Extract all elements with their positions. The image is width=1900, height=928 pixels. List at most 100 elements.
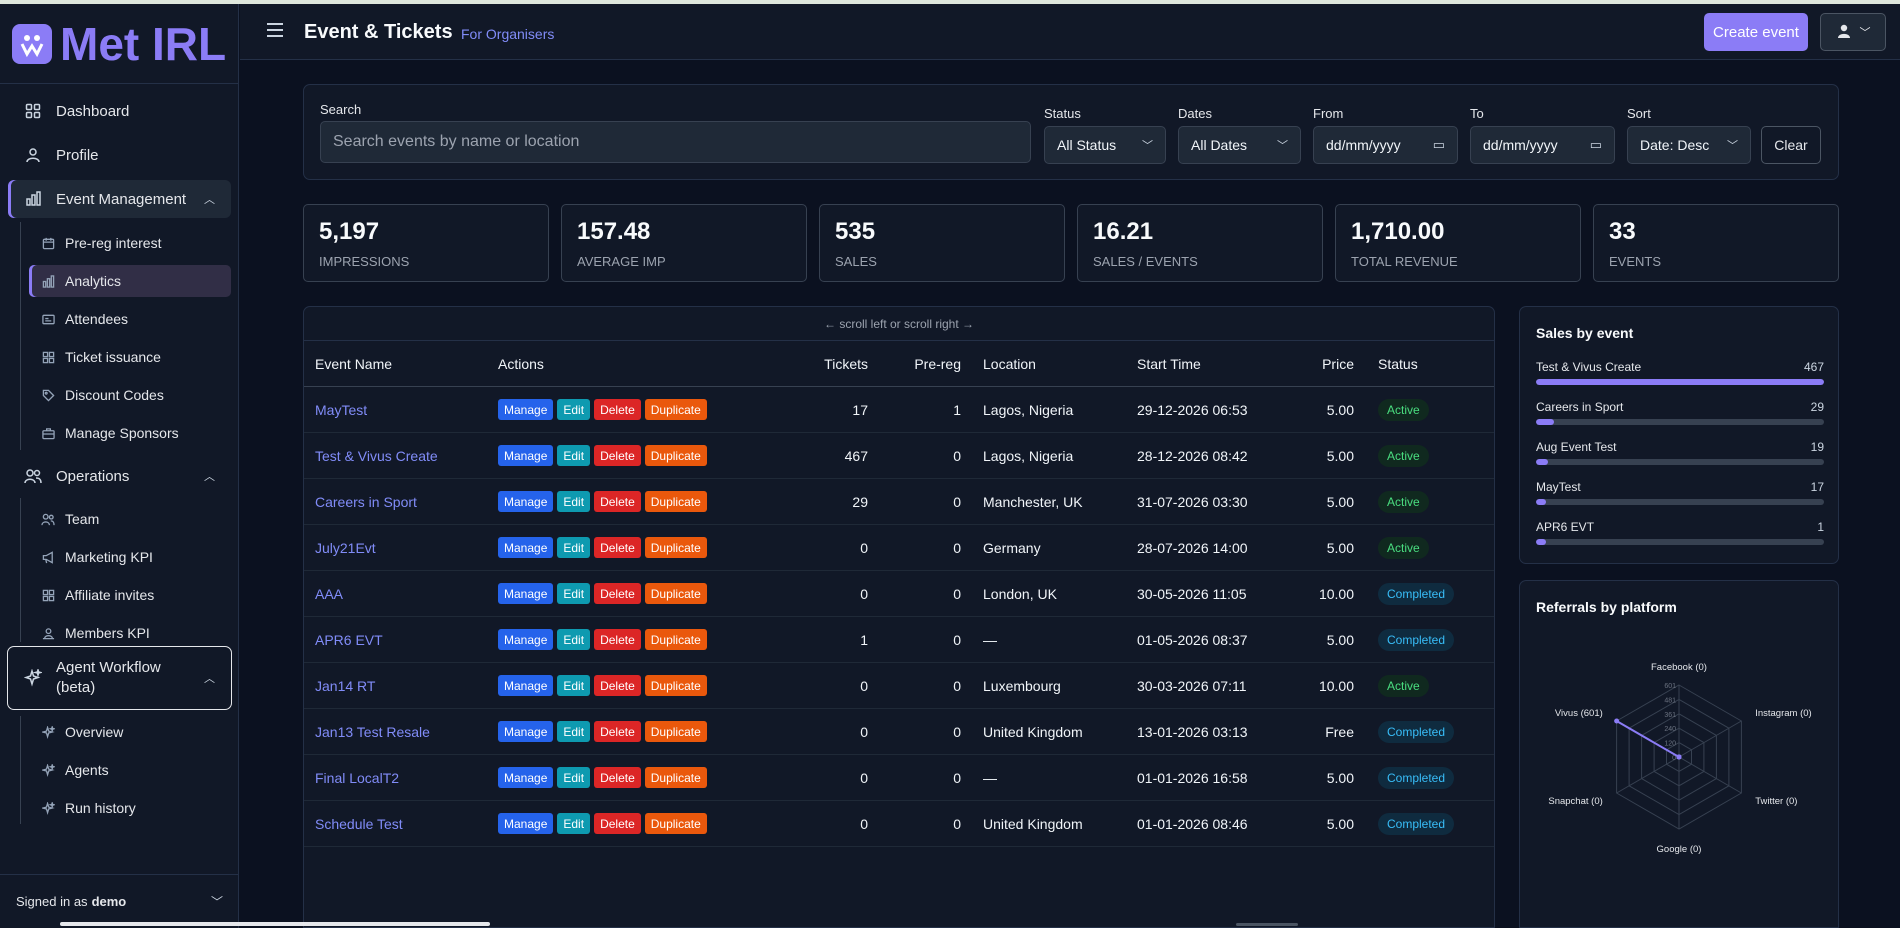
sidebar-subitem-marketing-kpi[interactable]: Marketing KPI: [29, 541, 231, 573]
sidebar-subitem-ticket-issuance[interactable]: Ticket issuance: [29, 341, 231, 373]
kpi-label: TOTAL REVENUE: [1351, 254, 1458, 269]
duplicate-button[interactable]: Duplicate: [644, 537, 707, 558]
event-name-link[interactable]: AAA: [315, 586, 344, 602]
sidebar-item-operations[interactable]: Operations ︿: [8, 457, 231, 495]
manage-button[interactable]: Manage: [498, 721, 554, 742]
edit-button[interactable]: Edit: [557, 813, 591, 834]
edit-button[interactable]: Edit: [557, 537, 591, 558]
edit-button[interactable]: Edit: [557, 445, 591, 466]
event-name-link[interactable]: Careers in Sport: [315, 494, 417, 510]
edit-button[interactable]: Edit: [557, 721, 591, 742]
event-name-link[interactable]: Final LocalT2: [315, 770, 400, 786]
sidebar-subitem-analytics[interactable]: Analytics: [29, 265, 231, 297]
signed-in-menu[interactable]: Signed in as demo ﹀: [0, 874, 239, 928]
calendar-icon[interactable]: ▭: [1432, 137, 1445, 152]
manage-button[interactable]: Manage: [498, 767, 554, 788]
delete-button[interactable]: Delete: [594, 445, 641, 466]
sidebar-subitem-team[interactable]: Team: [29, 503, 231, 535]
sidebar-item-event-management[interactable]: Event Management ︿: [8, 180, 231, 218]
status-select[interactable]: All Status ﹀: [1044, 126, 1166, 164]
duplicate-button[interactable]: Duplicate: [644, 583, 707, 604]
delete-button[interactable]: Delete: [594, 537, 641, 558]
col-location[interactable]: Location: [983, 356, 1036, 372]
col-price[interactable]: Price: [1322, 356, 1354, 372]
delete-button[interactable]: Delete: [594, 399, 641, 420]
manage-button[interactable]: Manage: [498, 583, 554, 604]
hamburger-menu-icon[interactable]: [267, 23, 283, 37]
delete-button[interactable]: Delete: [594, 491, 641, 512]
event-name-link[interactable]: MayTest: [315, 402, 368, 418]
event-name-link[interactable]: Test & Vivus Create: [315, 448, 438, 464]
tickets-cell: 0: [860, 678, 868, 694]
manage-button[interactable]: Manage: [498, 629, 554, 650]
duplicate-button[interactable]: Duplicate: [644, 445, 707, 466]
event-name-link[interactable]: July21Evt: [315, 540, 376, 556]
edit-button[interactable]: Edit: [557, 583, 591, 604]
col-event-name[interactable]: Event Name: [315, 356, 393, 372]
calendar-icon[interactable]: ▭: [1589, 137, 1602, 152]
clear-filters-button[interactable]: Clear: [1761, 126, 1821, 164]
duplicate-button[interactable]: Duplicate: [644, 491, 707, 512]
logo[interactable]: Met IRL: [0, 4, 238, 84]
duplicate-button[interactable]: Duplicate: [644, 675, 707, 696]
horizontal-scrollbar-secondary[interactable]: [1236, 923, 1298, 926]
sidebar-item-agent-workflow[interactable]: Agent Workflow (beta) ︿: [7, 646, 232, 710]
to-date-input[interactable]: dd/mm/yyyy ▭: [1470, 126, 1615, 164]
event-name-link[interactable]: Schedule Test: [315, 816, 403, 832]
delete-button[interactable]: Delete: [594, 767, 641, 788]
manage-button[interactable]: Manage: [498, 537, 554, 558]
sidebar-subitem-pre-reg-interest[interactable]: Pre-reg interest: [29, 227, 231, 259]
horizontal-scrollbar[interactable]: [60, 922, 490, 926]
sidebar-subitem-affiliate-invites[interactable]: Affiliate invites: [29, 579, 231, 611]
manage-button[interactable]: Manage: [498, 813, 554, 834]
col-start-time[interactable]: Start Time: [1137, 356, 1201, 372]
delete-button[interactable]: Delete: [594, 675, 641, 696]
user-menu-button[interactable]: ﹀: [1820, 13, 1886, 51]
edit-button[interactable]: Edit: [557, 675, 591, 696]
edit-button[interactable]: Edit: [557, 399, 591, 420]
manage-button[interactable]: Manage: [498, 491, 554, 512]
sales-bar-track: [1536, 499, 1824, 505]
duplicate-button[interactable]: Duplicate: [644, 629, 707, 650]
sidebar-item-dashboard[interactable]: Dashboard: [8, 92, 231, 130]
sparkle-icon: [41, 801, 55, 815]
sidebar-subitem-run-history[interactable]: Run history: [29, 792, 231, 824]
search-input[interactable]: Search events by name or location: [320, 121, 1031, 163]
manage-button[interactable]: Manage: [498, 445, 554, 466]
delete-button[interactable]: Delete: [594, 629, 641, 650]
duplicate-button[interactable]: Duplicate: [644, 721, 707, 742]
duplicate-button[interactable]: Duplicate: [644, 399, 707, 420]
table-row: Careers in Sport Manage Edit Delete Duplica…: [304, 479, 1494, 525]
sidebar-subitem-members-kpi[interactable]: Members KPI: [29, 617, 231, 649]
from-date-input[interactable]: dd/mm/yyyy ▭: [1313, 126, 1458, 164]
col-status[interactable]: Status: [1378, 356, 1418, 372]
duplicate-button[interactable]: Duplicate: [644, 813, 707, 834]
delete-button[interactable]: Delete: [594, 813, 641, 834]
sidebar-subitem-manage-sponsors[interactable]: Manage Sponsors: [29, 417, 231, 449]
edit-button[interactable]: Edit: [557, 767, 591, 788]
col-tickets[interactable]: Tickets: [824, 356, 868, 372]
sort-select[interactable]: Date: Desc ﹀: [1627, 126, 1751, 164]
radar-point[interactable]: [1676, 754, 1682, 760]
sidebar-subitem-overview[interactable]: Overview: [29, 716, 231, 748]
sidebar-subitem-agents[interactable]: Agents: [29, 754, 231, 786]
sidebar-subitem-discount-codes[interactable]: Discount Codes: [29, 379, 231, 411]
event-name-link[interactable]: Jan13 Test Resale: [315, 724, 430, 740]
sidebar-item-profile[interactable]: Profile: [8, 136, 231, 174]
location-cell: Manchester, UK: [983, 494, 1083, 510]
edit-button[interactable]: Edit: [557, 629, 591, 650]
delete-button[interactable]: Delete: [594, 721, 641, 742]
start-time-cell: 28-12-2026 08:42: [1137, 448, 1248, 464]
delete-button[interactable]: Delete: [594, 583, 641, 604]
event-name-link[interactable]: Jan14 RT: [315, 678, 376, 694]
duplicate-button[interactable]: Duplicate: [644, 767, 707, 788]
edit-button[interactable]: Edit: [557, 491, 591, 512]
sidebar-subitem-attendees[interactable]: Attendees: [29, 303, 231, 335]
radar-point[interactable]: [1614, 718, 1620, 724]
manage-button[interactable]: Manage: [498, 399, 554, 420]
col-prereg[interactable]: Pre-reg: [914, 356, 961, 372]
event-name-link[interactable]: APR6 EVT: [315, 632, 383, 648]
create-event-button[interactable]: Create event: [1704, 13, 1808, 51]
manage-button[interactable]: Manage: [498, 675, 554, 696]
dates-select[interactable]: All Dates ﹀: [1178, 126, 1301, 164]
